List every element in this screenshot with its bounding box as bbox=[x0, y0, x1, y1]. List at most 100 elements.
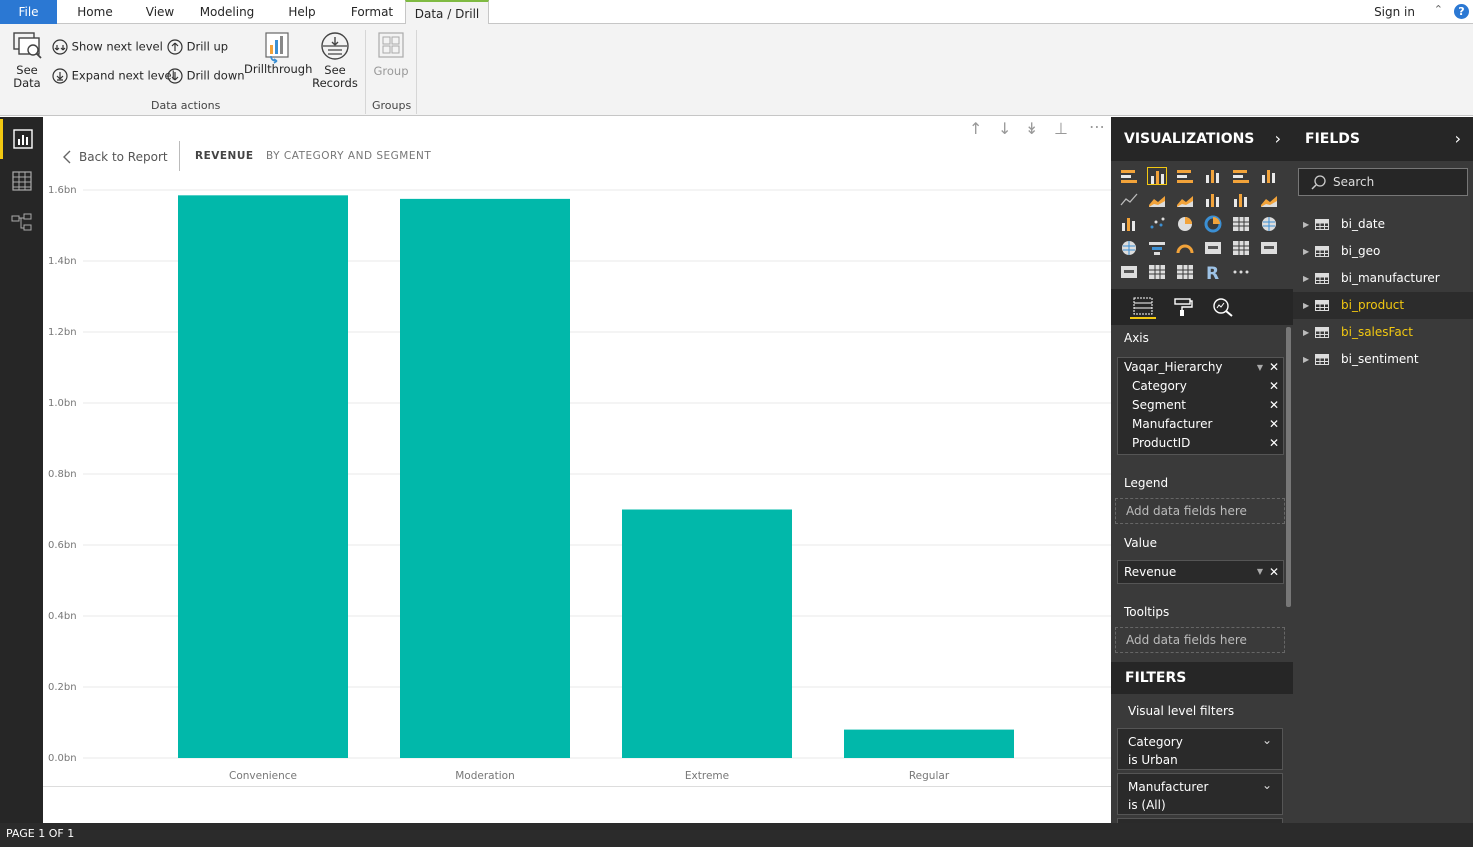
drill-down-arrow-icon[interactable]: ↓ bbox=[998, 119, 1012, 138]
visual-more-icon[interactable] bbox=[1231, 263, 1251, 281]
visual-map-icon[interactable] bbox=[1259, 215, 1279, 233]
remove-field-icon[interactable]: ✕ bbox=[1268, 398, 1279, 412]
visual-clustered-column-icon[interactable] bbox=[1203, 167, 1223, 185]
value-well[interactable]: Revenue ▼ ✕ bbox=[1117, 560, 1284, 584]
fields-tab[interactable] bbox=[1130, 295, 1156, 319]
chevron-right-icon[interactable]: › bbox=[1274, 129, 1281, 148]
remove-field-icon[interactable]: ✕ bbox=[1268, 417, 1279, 431]
visual-stacked-column-icon[interactable] bbox=[1147, 167, 1167, 185]
visual-table-icon[interactable] bbox=[1147, 263, 1167, 281]
see-records-button[interactable]: See Records bbox=[312, 30, 358, 90]
group-button[interactable]: Group bbox=[370, 30, 412, 78]
visual-waterfall-icon[interactable] bbox=[1119, 215, 1139, 233]
visual-line-stacked-column-icon[interactable] bbox=[1203, 191, 1223, 209]
bar-regular[interactable] bbox=[844, 729, 1014, 758]
more-options-icon[interactable]: ⋯ bbox=[1089, 117, 1105, 136]
drill-up-button[interactable]: Drill up bbox=[167, 39, 228, 55]
tab-data-drill[interactable]: Data / Drill bbox=[405, 0, 489, 25]
visual-clustered-bar-icon[interactable] bbox=[1175, 167, 1195, 185]
visual-100-stacked-bar-icon[interactable] bbox=[1231, 167, 1251, 185]
visual-area-icon[interactable] bbox=[1147, 191, 1167, 209]
expand-arrow-icon[interactable]: ▶ bbox=[1303, 355, 1310, 364]
expand-next-level-button[interactable]: Expand next level bbox=[52, 68, 175, 84]
show-next-level-button[interactable]: Show next level bbox=[52, 39, 163, 55]
sign-in-link[interactable]: Sign in bbox=[1374, 5, 1415, 19]
visual-stacked-area-icon[interactable] bbox=[1175, 191, 1195, 209]
axis-field-row[interactable]: Category ✕ bbox=[1118, 377, 1283, 396]
tab-home[interactable]: Home bbox=[77, 5, 113, 19]
visual-stacked-bar-icon[interactable] bbox=[1119, 167, 1139, 185]
drill-up-arrow-icon[interactable]: ↑ bbox=[969, 119, 983, 138]
visual-line-clustered-column-icon[interactable] bbox=[1231, 191, 1251, 209]
visual-kpi-icon[interactable] bbox=[1259, 239, 1279, 257]
back-to-report-button[interactable]: Back to Report bbox=[61, 149, 168, 165]
visual-ribbon-icon[interactable] bbox=[1259, 191, 1279, 209]
field-table-bi-product[interactable]: ▶ bi_product bbox=[1293, 292, 1473, 319]
axis-field-row[interactable]: ProductID ✕ bbox=[1118, 434, 1283, 453]
remove-field-icon[interactable]: ✕ bbox=[1268, 565, 1279, 579]
drill-down-button[interactable]: Drill down bbox=[167, 68, 245, 84]
visual-gauge-icon[interactable] bbox=[1175, 239, 1195, 257]
tab-modeling[interactable]: Modeling bbox=[199, 5, 255, 19]
visualizations-header[interactable]: VISUALIZATIONS › bbox=[1111, 117, 1293, 161]
visual-line-icon[interactable] bbox=[1119, 191, 1139, 209]
chevron-right-icon[interactable]: › bbox=[1454, 129, 1461, 148]
visual-scatter-icon[interactable] bbox=[1147, 215, 1167, 233]
visual-multi-row-card-icon[interactable] bbox=[1231, 239, 1251, 257]
axis-field-row[interactable]: Segment ✕ bbox=[1118, 396, 1283, 415]
bar-extreme[interactable] bbox=[622, 509, 792, 759]
filter-card-manufacturer[interactable]: Manufacturer is (All) ⌄ bbox=[1117, 773, 1283, 815]
filter-card-category[interactable]: Category is Urban ⌄ bbox=[1117, 728, 1283, 770]
drillthrough-button[interactable]: Drillthrough bbox=[244, 30, 312, 76]
value-field-revenue[interactable]: Revenue ▼ ✕ bbox=[1118, 561, 1283, 583]
viz-pane-scrollbar[interactable] bbox=[1286, 327, 1291, 607]
tab-help[interactable]: Help bbox=[288, 5, 316, 19]
fields-search-input[interactable]: Search bbox=[1298, 168, 1468, 196]
bar-moderation[interactable] bbox=[400, 198, 570, 758]
tooltips-drop-zone[interactable]: Add data fields here bbox=[1115, 627, 1285, 653]
field-table-bi-date[interactable]: ▶ bi_date bbox=[1293, 211, 1473, 238]
field-table-bi-sentiment[interactable]: ▶ bi_sentiment bbox=[1293, 346, 1473, 373]
field-table-bi-manufacturer[interactable]: ▶ bi_manufacturer bbox=[1293, 265, 1473, 292]
expand-arrow-icon[interactable]: ▶ bbox=[1303, 247, 1310, 256]
visual-r-visual-icon[interactable]: R bbox=[1203, 263, 1223, 284]
format-tab[interactable] bbox=[1170, 295, 1196, 319]
show-next-level-arrow-icon[interactable]: ↡ bbox=[1025, 119, 1039, 138]
visual-card-icon[interactable] bbox=[1203, 239, 1223, 257]
visual-slicer-icon[interactable] bbox=[1119, 263, 1139, 281]
tab-format[interactable]: Format bbox=[350, 5, 394, 19]
model-view-button[interactable] bbox=[0, 203, 43, 243]
see-data-button[interactable]: See Data bbox=[8, 30, 46, 90]
visual-pie-icon[interactable] bbox=[1175, 215, 1195, 233]
axis-field-row[interactable]: Manufacturer ✕ bbox=[1118, 415, 1283, 434]
visual-treemap-icon[interactable] bbox=[1231, 215, 1251, 233]
dropdown-icon[interactable]: ▼ bbox=[1256, 567, 1263, 576]
report-view-button[interactable] bbox=[0, 119, 43, 159]
remove-field-icon[interactable]: ✕ bbox=[1268, 436, 1279, 450]
remove-field-icon[interactable]: ✕ bbox=[1268, 360, 1279, 374]
legend-drop-zone[interactable]: Add data fields here bbox=[1115, 498, 1285, 524]
chevron-down-icon[interactable]: ⌄ bbox=[1261, 733, 1272, 747]
fields-header[interactable]: FIELDS › bbox=[1293, 117, 1473, 161]
analytics-tab[interactable] bbox=[1210, 295, 1236, 319]
visual-donut-icon[interactable] bbox=[1203, 215, 1223, 233]
axis-field-row[interactable]: Vaqar_Hierarchy ▼ ✕ bbox=[1118, 358, 1283, 377]
dropdown-icon[interactable]: ▼ bbox=[1256, 363, 1263, 372]
field-table-bi-geo[interactable]: ▶ bi_geo bbox=[1293, 238, 1473, 265]
axis-well[interactable]: Vaqar_Hierarchy ▼ ✕ Category ✕ Segment ✕ Manufa… bbox=[1117, 357, 1284, 455]
expand-arrow-icon[interactable]: ▶ bbox=[1303, 328, 1310, 337]
tab-file[interactable]: File bbox=[0, 0, 57, 24]
visual-100-stacked-column-icon[interactable] bbox=[1259, 167, 1279, 185]
tab-view[interactable]: View bbox=[145, 5, 175, 19]
chevron-down-icon[interactable]: ⌄ bbox=[1261, 778, 1272, 792]
expand-arrow-icon[interactable]: ▶ bbox=[1303, 274, 1310, 283]
visual-matrix-icon[interactable] bbox=[1175, 263, 1195, 281]
remove-field-icon[interactable]: ✕ bbox=[1268, 379, 1279, 393]
collapse-ribbon-icon[interactable]: ⌃ bbox=[1433, 3, 1443, 16]
visual-filled-map-icon[interactable] bbox=[1119, 239, 1139, 257]
field-table-bi-salesFact[interactable]: ▶ bi_salesFact bbox=[1293, 319, 1473, 346]
expand-arrow-icon[interactable]: ▶ bbox=[1303, 301, 1310, 310]
expand-arrow-icon[interactable]: ▶ bbox=[1303, 220, 1310, 229]
expand-hierarchy-icon[interactable]: ⊥ bbox=[1054, 119, 1068, 138]
data-view-button[interactable] bbox=[0, 161, 43, 201]
